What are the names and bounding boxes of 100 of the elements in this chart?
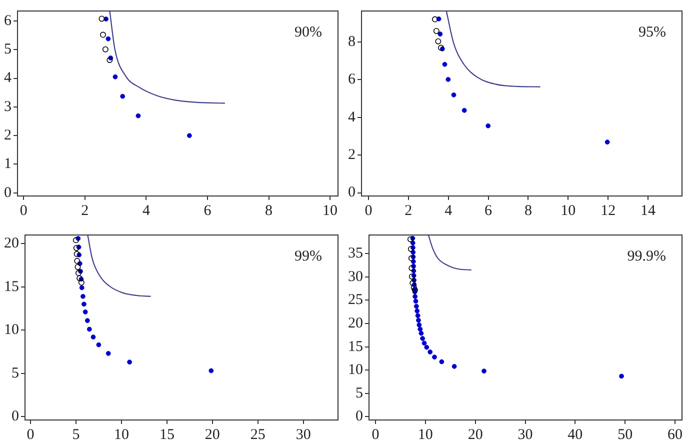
point [418, 326, 423, 332]
point [208, 368, 214, 374]
x-tick-label: 12 [600, 202, 616, 219]
y-tick-label: 5 [12, 365, 19, 382]
x-tick-label: 8 [265, 202, 272, 219]
x-tick-label: 40 [568, 426, 583, 443]
x-tick-label: 8 [524, 202, 532, 219]
point [424, 344, 430, 350]
y-tick-label: 4 [4, 70, 12, 86]
point [106, 56, 113, 63]
x-tick-label: 0 [26, 426, 34, 443]
point [415, 313, 420, 318]
y-tick-label: 15 [4, 278, 19, 295]
point [106, 36, 111, 42]
y-tick-label: 10 [348, 362, 363, 378]
x-tick-label: 6 [204, 202, 212, 219]
y-tick-label: 20 [4, 236, 19, 252]
point [80, 294, 86, 299]
y-tick-label: 5 [4, 42, 12, 58]
point [410, 280, 416, 286]
point [432, 16, 438, 22]
line-series [428, 235, 472, 270]
y-tick-label: 0 [348, 184, 356, 201]
point [112, 74, 118, 80]
y-tick-label: 0 [12, 408, 19, 424]
y-tick-label: 0 [356, 408, 363, 425]
y-tick-label: 35 [348, 246, 363, 262]
point [72, 237, 79, 244]
point [416, 322, 422, 328]
point [438, 32, 443, 36]
point [136, 113, 141, 118]
x-tick-label: 15 [159, 426, 174, 443]
y-tick-label: 5 [356, 385, 363, 402]
point [73, 244, 80, 251]
x-tick-label: 5 [72, 426, 80, 443]
point [74, 264, 81, 270]
point [74, 258, 80, 264]
point [414, 304, 419, 309]
point [412, 294, 418, 299]
annotation: 99% [294, 248, 322, 264]
point [451, 92, 456, 98]
y-tick-label: 1 [4, 156, 12, 172]
point [86, 326, 92, 332]
x-tick-label: 2 [81, 202, 89, 219]
y-tick-label: 8 [348, 34, 356, 50]
point [78, 280, 84, 286]
point [486, 123, 491, 128]
point [90, 334, 96, 340]
point [84, 318, 90, 324]
y-tick-label: 15 [348, 338, 363, 355]
point [76, 270, 82, 276]
x-tick-label: 50 [618, 426, 633, 443]
x-tick-label: 4 [444, 202, 453, 219]
y-tick-label: 30 [348, 268, 363, 285]
x-tick-label: 25 [250, 426, 266, 443]
point [408, 273, 415, 280]
x-tick-label: 30 [518, 426, 533, 443]
y-tick-label: 3 [4, 98, 12, 115]
x-tick-label: 60 [668, 426, 683, 443]
point [439, 359, 444, 364]
point [74, 251, 80, 258]
y-tick-label: 6 [348, 72, 356, 88]
point [420, 336, 426, 341]
point [435, 38, 442, 44]
line-series [87, 235, 152, 297]
point [462, 108, 467, 113]
x-tick-label: 10 [560, 202, 576, 219]
point [446, 77, 451, 82]
x-tick-label: 10 [418, 426, 433, 443]
y-tick-label: 2 [348, 147, 356, 164]
point [410, 284, 417, 291]
point [98, 16, 105, 22]
point [482, 368, 486, 374]
y-tick-label: 6 [4, 12, 12, 29]
point [100, 32, 106, 38]
x-tick-label: 2 [404, 202, 412, 219]
point [106, 350, 111, 356]
x-tick-label: 4 [142, 202, 150, 219]
annotation: 95% [638, 24, 666, 40]
y-tick-label: 20 [348, 315, 363, 332]
line-series [446, 11, 541, 88]
x-tick-label: 30 [296, 426, 311, 443]
point [604, 140, 610, 145]
x-tick-label: 10 [322, 202, 338, 219]
point [96, 342, 102, 348]
point [408, 265, 415, 272]
point [413, 298, 418, 304]
point [120, 94, 126, 99]
point [414, 308, 420, 314]
point [422, 340, 427, 346]
point [408, 255, 414, 262]
point [442, 62, 448, 67]
point [428, 350, 433, 354]
point [407, 236, 414, 242]
x-tick-label: 20 [468, 426, 483, 443]
y-tick-label: 10 [4, 322, 19, 338]
point [79, 285, 84, 290]
point [102, 46, 108, 52]
y-tick-label: 0 [4, 184, 12, 201]
x-tick-label: 6 [484, 202, 493, 219]
